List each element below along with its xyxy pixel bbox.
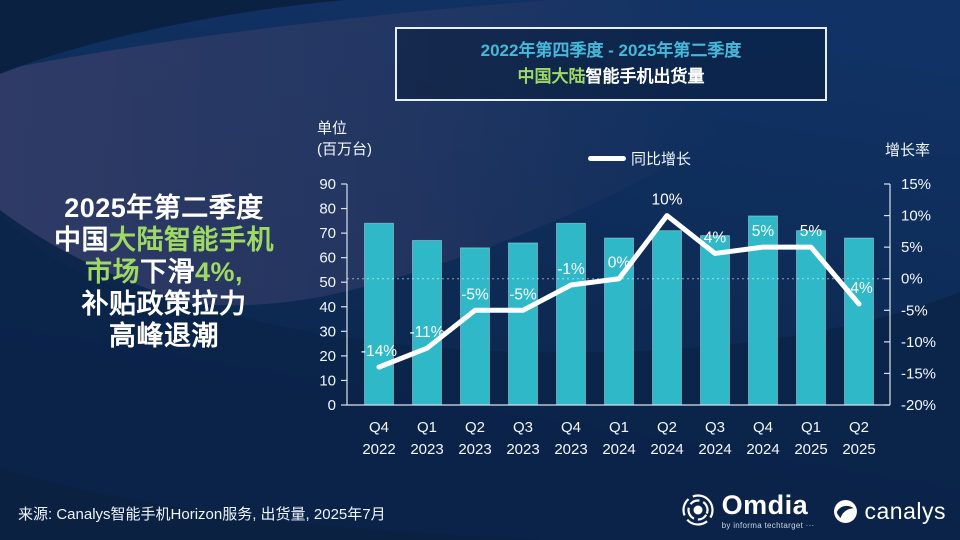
- canalys-swoosh-icon: [833, 499, 857, 523]
- growth-label: -14%: [361, 343, 397, 360]
- headline-line5: 高峰退潮: [109, 321, 219, 351]
- headline: 2025年第二季度 中国大陆智能手机 市场下滑4%, 补贴政策拉力 高峰退潮: [8, 192, 320, 352]
- bar-Q3-2024: [700, 235, 730, 406]
- growth-label: -11%: [409, 324, 444, 341]
- headline-line4: 补贴政策拉力: [81, 289, 247, 319]
- x-label-year: 2023: [554, 441, 587, 458]
- omdia-rings-icon: [682, 494, 714, 526]
- bar-Q4-2023: [556, 222, 586, 406]
- x-label-quarter: Q1: [801, 419, 821, 436]
- omdia-logo: Omdia by informa techtarget ···: [680, 492, 815, 530]
- y-left-label: 30: [319, 323, 336, 340]
- source-note: 来源: Canalys智能手机Horizon服务, 出货量, 2025年7月: [18, 506, 386, 523]
- x-label-year: 2025: [842, 441, 875, 458]
- x-label-quarter: Q4: [561, 419, 581, 436]
- y-left-label: 0: [328, 397, 336, 414]
- y-left-label: 20: [319, 348, 336, 365]
- x-label-quarter: Q1: [609, 419, 629, 436]
- headline-line2: 中国大陆智能手机: [54, 225, 274, 255]
- background-corner: [0, 0, 345, 74]
- y-right-label: -10%: [901, 334, 936, 351]
- y-left-label: 10: [319, 372, 336, 389]
- x-label-year: 2024: [746, 441, 779, 458]
- x-label-quarter: Q4: [369, 419, 389, 436]
- y-right-label: 5%: [901, 239, 923, 256]
- x-label-year: 2024: [698, 441, 731, 458]
- bar-Q1-2023: [412, 239, 442, 406]
- left-axis-title: 单位 (百万台): [317, 120, 372, 158]
- y-right-label: 10%: [901, 208, 931, 225]
- bar-Q2-2023: [460, 247, 490, 406]
- y-right-label: 15%: [901, 176, 931, 193]
- bar-Q4-2024: [748, 215, 778, 406]
- omdia-tagline: by informa techtarget ···: [721, 521, 815, 530]
- chart-title-box: 2022年第四季度 - 2025年第二季度 中国大陆智能手机出货量: [395, 27, 827, 101]
- growth-line: [376, 213, 862, 370]
- x-labels: Q4 2022 Q1 2023 Q2 2023 Q3 2023 Q4 2023 Q1 2024 Q2 20…: [362, 419, 875, 458]
- background-band: [0, 0, 888, 306]
- x-label-quarter: Q2: [849, 419, 869, 436]
- y-left-label: 90: [319, 176, 336, 193]
- background-bottom-arc: [0, 468, 540, 540]
- x-label-year: 2025: [794, 441, 827, 458]
- x-label-quarter: Q3: [705, 419, 725, 436]
- y-left-label: 50: [319, 274, 336, 291]
- bars: [364, 215, 874, 406]
- legend-line-marker: [588, 156, 626, 161]
- y-left-label: 70: [319, 225, 336, 242]
- growth-label: 10%: [651, 192, 682, 209]
- bar-Q2-2025: [844, 237, 874, 406]
- x-label-year: 2023: [458, 441, 491, 458]
- y-left-label: 40: [319, 299, 336, 316]
- x-label-year: 2022: [362, 441, 395, 458]
- axes: 0 10 20 30 40 50 60 70 80 90 -20% -15% -10% -5% 0% 5% 10…: [319, 176, 936, 414]
- right-axis-title: 增长率: [885, 142, 931, 159]
- growth-label: 5%: [800, 223, 823, 240]
- x-label-quarter: Q2: [465, 419, 485, 436]
- bar-Q3-2023: [508, 242, 538, 406]
- growth-labels: -14% -11% -5% -5% -1% 0% 10% 4% 5% 5% -4%: [361, 192, 873, 361]
- y-left-label: 80: [319, 201, 336, 218]
- x-label-year: 2024: [650, 441, 683, 458]
- x-label-year: 2024: [602, 441, 635, 458]
- x-label-quarter: Q3: [513, 419, 533, 436]
- headline-line3: 市场下滑4%,: [84, 257, 244, 287]
- growth-label: 0%: [608, 255, 631, 272]
- bar-Q4-2022: [364, 222, 394, 406]
- growth-label: -4%: [845, 280, 873, 297]
- canalys-logo: canalys: [833, 498, 946, 525]
- y-right-label: 0%: [901, 271, 923, 288]
- x-label-quarter: Q4: [753, 419, 773, 436]
- x-label-quarter: Q2: [657, 419, 677, 436]
- chart-title-line1: 2022年第四季度 - 2025年第二季度: [480, 41, 742, 60]
- x-label-year: 2023: [410, 441, 443, 458]
- y-right-label: -15%: [901, 365, 936, 382]
- y-right-label: -5%: [901, 302, 928, 319]
- y-left-label: 60: [319, 250, 336, 267]
- bar-Q2-2024: [652, 230, 682, 406]
- x-label-year: 2023: [506, 441, 539, 458]
- growth-label: -1%: [557, 261, 585, 278]
- omdia-wordmark: Omdia: [721, 490, 809, 520]
- y-right-label: -20%: [901, 397, 936, 414]
- canalys-wordmark: canalys: [864, 497, 946, 524]
- legend-label: 同比增长: [631, 151, 692, 168]
- growth-label: 4%: [704, 229, 727, 246]
- x-label-quarter: Q1: [417, 419, 437, 436]
- growth-label: -5%: [461, 286, 489, 303]
- footer-logos: Omdia by informa techtarget ··· canalys: [680, 492, 946, 530]
- chart-title-line2: 中国大陆智能手机出货量: [517, 67, 705, 86]
- headline-line1: 2025年第二季度: [64, 193, 264, 223]
- growth-label: 5%: [752, 223, 775, 240]
- growth-label: -5%: [509, 286, 537, 303]
- legend: 同比增长: [588, 148, 691, 169]
